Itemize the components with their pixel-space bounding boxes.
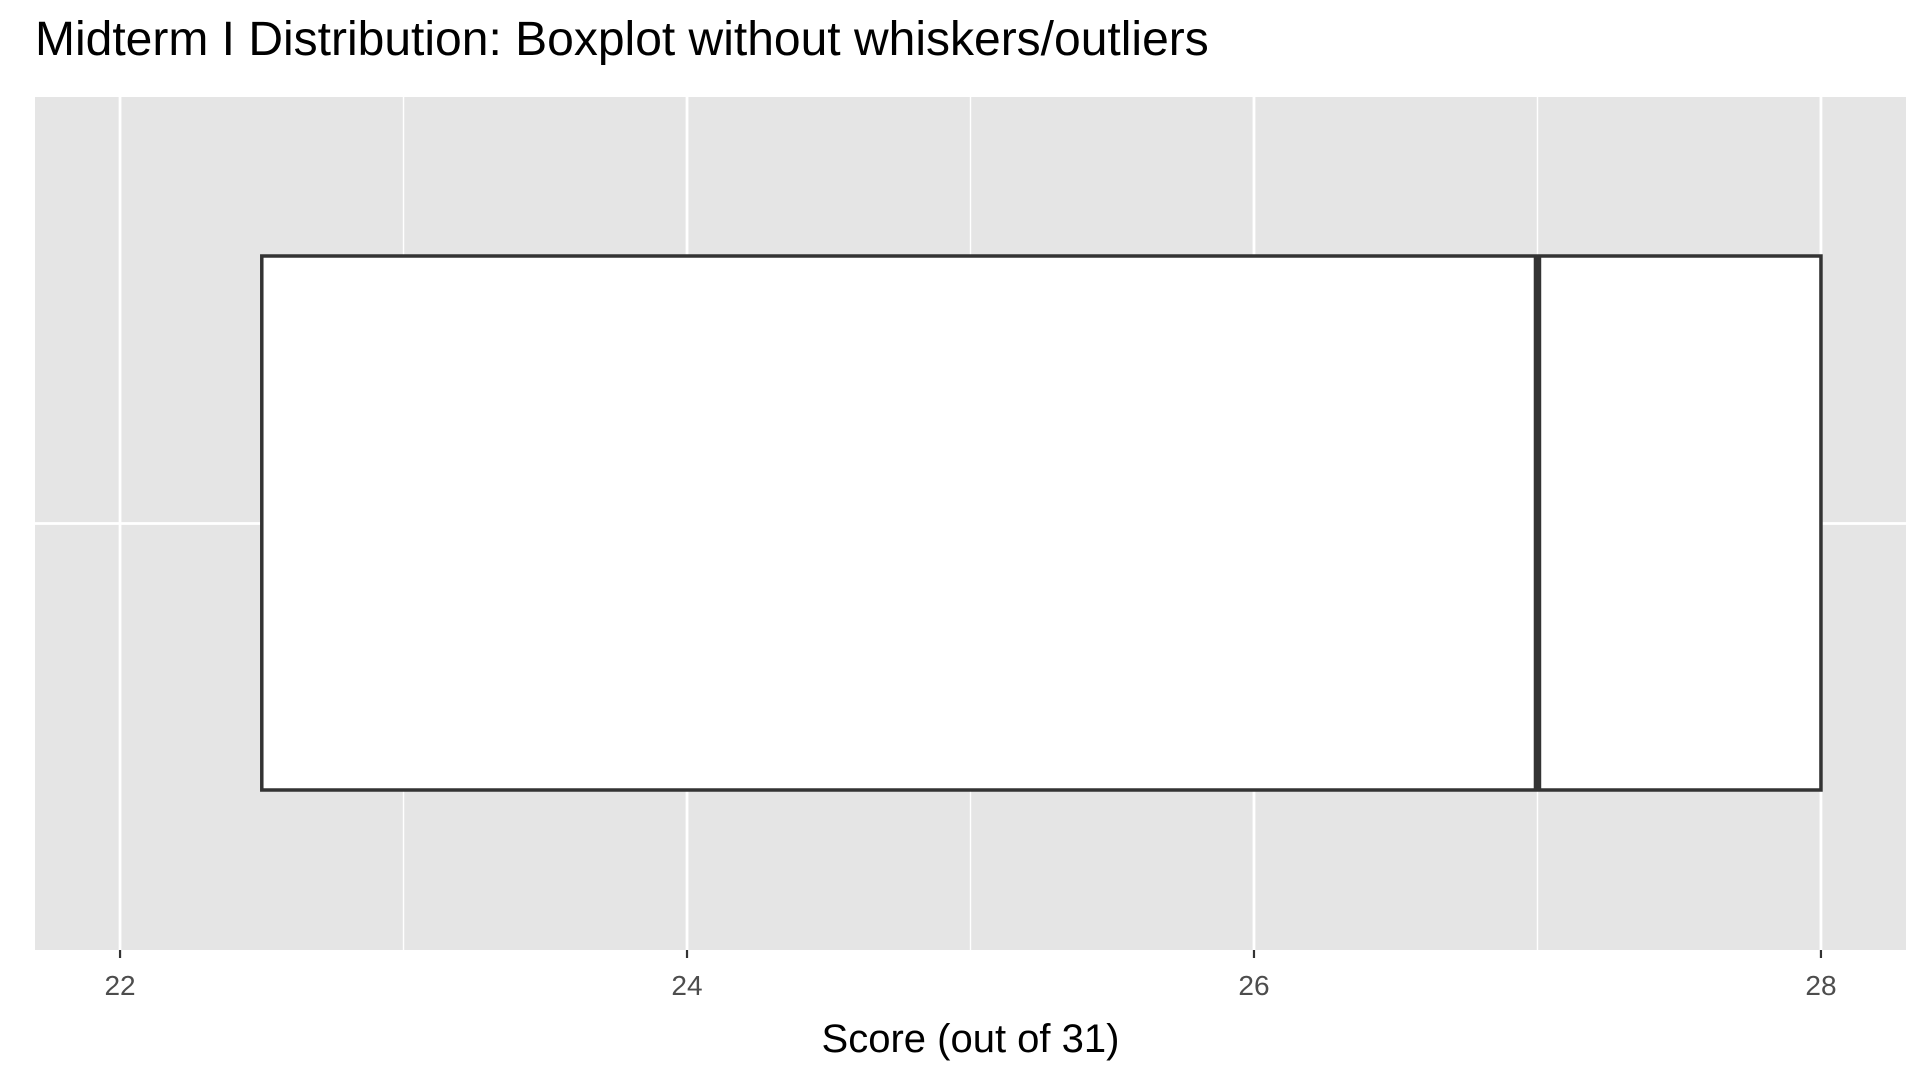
x-axis-tick-labels: 22 24 26 28 (104, 970, 1836, 1001)
x-axis-ticks (118, 950, 1823, 958)
x-tick-label: 22 (104, 970, 135, 1001)
x-tick-label: 26 (1238, 970, 1269, 1001)
x-axis-title: Score (out of 31) (822, 1017, 1120, 1061)
box-iqr (260, 254, 1823, 792)
x-tick-label: 28 (1805, 970, 1836, 1001)
box-group (260, 254, 1823, 792)
x-tick-label: 24 (671, 970, 702, 1001)
chart-title: Midterm I Distribution: Boxplot without … (35, 13, 1209, 66)
